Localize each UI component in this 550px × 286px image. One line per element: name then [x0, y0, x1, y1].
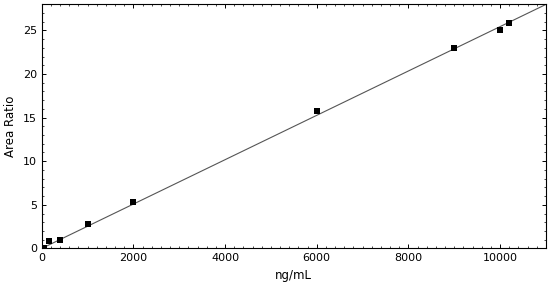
Point — [56, 237, 64, 242]
X-axis label: ng/mL: ng/mL — [275, 269, 312, 282]
Point — [450, 45, 459, 50]
Point — [44, 239, 53, 244]
Point — [312, 108, 321, 113]
Title: Y = -0.00214749+0.00254246*X  R^2 = 0.9991  W: 1/X^2: Y = -0.00214749+0.00254246*X R^2 = 0.999… — [119, 0, 468, 2]
Point — [83, 222, 92, 227]
Point — [505, 21, 514, 26]
Point — [496, 28, 504, 33]
Point — [129, 200, 138, 204]
Y-axis label: Area Ratio: Area Ratio — [4, 96, 17, 157]
Point — [40, 246, 48, 250]
